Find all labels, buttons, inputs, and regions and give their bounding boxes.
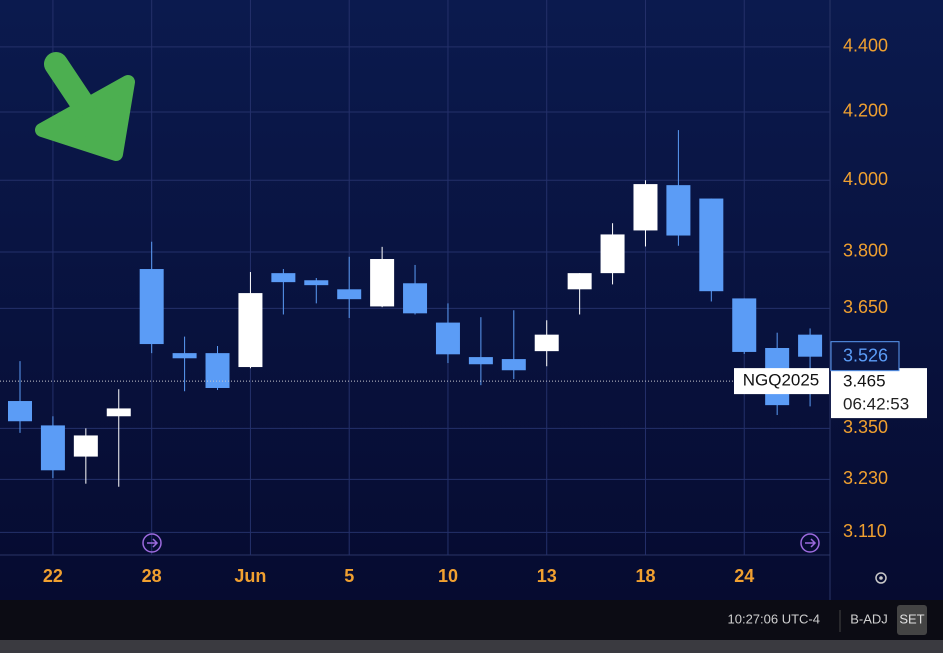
y-tick-label: 3.110 — [843, 521, 887, 541]
y-tick-label: 3.800 — [843, 241, 888, 261]
set-button-bg[interactable] — [897, 605, 927, 635]
x-tick-label: 13 — [537, 566, 557, 586]
y-tick-label: 4.400 — [843, 36, 888, 56]
y-tick-label: 3.350 — [843, 417, 888, 437]
marks — [8, 130, 823, 487]
y-tick-label: 4.200 — [843, 101, 888, 121]
candle-body — [468, 357, 493, 365]
reference-time: 06:42:53 — [843, 395, 909, 414]
settings-icon[interactable] — [875, 572, 887, 584]
reference-value-box — [831, 368, 927, 419]
candle-body — [798, 334, 823, 357]
candle-body — [337, 289, 362, 300]
last-price-box — [830, 341, 900, 372]
candle-body — [699, 198, 724, 292]
last-price: 3.526 — [843, 345, 888, 365]
x-tick-label: 10 — [438, 566, 458, 586]
x-tick-label: 18 — [635, 566, 655, 586]
candle-body — [666, 185, 691, 236]
x-tick-label: 28 — [142, 566, 162, 586]
candle-body — [106, 408, 131, 417]
candle-body — [435, 322, 460, 355]
set-button[interactable]: SET — [899, 611, 924, 626]
x-tick-label: Jun — [234, 566, 266, 586]
bottom-strip — [0, 640, 943, 653]
candle-body — [633, 184, 658, 231]
event-icon[interactable] — [800, 533, 820, 553]
candle-body — [73, 435, 98, 457]
y-tick-label: 3.650 — [843, 297, 888, 317]
candle-body — [567, 273, 592, 290]
status-bar — [0, 600, 943, 640]
candle-body — [8, 401, 32, 422]
adjust-button[interactable]: B-ADJ — [850, 611, 888, 626]
x-tick-label: 22 — [43, 566, 63, 586]
y-tick-label: 3.230 — [843, 468, 888, 488]
reference-name-box — [734, 368, 829, 395]
x-tick-label: 24 — [734, 566, 754, 586]
candle-body — [501, 359, 526, 371]
candle-body — [40, 425, 65, 471]
annotation-arrow — [35, 52, 135, 161]
y-tick-label: 4.000 — [843, 169, 888, 189]
candle-body — [271, 273, 296, 283]
candle-body — [238, 293, 263, 368]
candle-body — [205, 353, 230, 388]
candle-body — [600, 234, 625, 274]
candle-body — [304, 280, 329, 286]
reference-value: 3.465 — [843, 372, 886, 391]
x-tick-label: 5 — [344, 566, 354, 586]
reference-name: NGQ2025 — [743, 371, 820, 390]
candle-body — [732, 298, 757, 352]
candle-body — [370, 259, 395, 307]
candle-body — [172, 353, 197, 359]
candle-body — [403, 283, 428, 314]
candle-body — [534, 334, 559, 352]
candle-body — [139, 269, 164, 345]
clock: 10:27:06 UTC-4 — [728, 611, 821, 626]
event-icon[interactable] — [142, 533, 162, 553]
